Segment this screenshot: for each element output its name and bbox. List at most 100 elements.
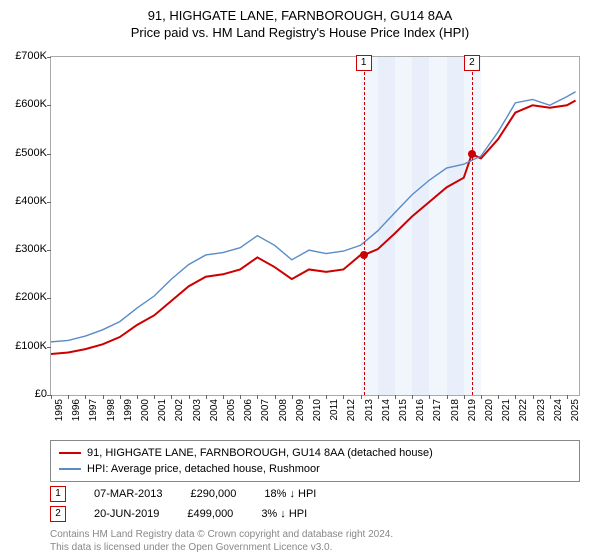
footnote: Contains HM Land Registry data © Crown c… (50, 528, 393, 554)
x-axis-label: 2009 (295, 399, 306, 421)
series-property (51, 100, 576, 354)
y-axis-label: £300K (7, 243, 47, 255)
x-axis-label: 2001 (157, 399, 168, 421)
sale-marker-2: 2 (50, 506, 66, 522)
x-axis-label: 2024 (553, 399, 564, 421)
x-axis-label: 1998 (106, 399, 117, 421)
x-axis-label: 2010 (312, 399, 323, 421)
x-axis-label: 2015 (398, 399, 409, 421)
sale-delta-1: 18% ↓ HPI (264, 488, 316, 500)
x-tick (68, 395, 69, 399)
x-tick (412, 395, 413, 399)
x-axis-label: 1997 (88, 399, 99, 421)
x-tick (464, 395, 465, 399)
x-tick (361, 395, 362, 399)
x-axis-label: 2021 (501, 399, 512, 421)
x-tick (533, 395, 534, 399)
legend-row-hpi: HPI: Average price, detached house, Rush… (59, 461, 571, 477)
sale-date-2: 20-JUN-2019 (94, 508, 159, 520)
chart-container: 91, HIGHGATE LANE, FARNBOROUGH, GU14 8AA… (0, 0, 600, 560)
x-tick (189, 395, 190, 399)
x-tick (292, 395, 293, 399)
x-tick (395, 395, 396, 399)
y-tick (47, 57, 51, 58)
x-tick (343, 395, 344, 399)
y-axis-label: £200K (7, 291, 47, 303)
x-axis-label: 2003 (192, 399, 203, 421)
x-tick (309, 395, 310, 399)
x-tick (550, 395, 551, 399)
x-tick (171, 395, 172, 399)
x-tick (240, 395, 241, 399)
x-tick (275, 395, 276, 399)
x-tick (257, 395, 258, 399)
x-tick (515, 395, 516, 399)
x-axis-label: 1999 (123, 399, 134, 421)
line-canvas (51, 57, 579, 395)
x-tick (378, 395, 379, 399)
y-axis-label: £700K (7, 50, 47, 62)
x-axis-label: 2000 (140, 399, 151, 421)
x-axis-label: 2002 (174, 399, 185, 421)
legend-row-property: 91, HIGHGATE LANE, FARNBOROUGH, GU14 8AA… (59, 445, 571, 461)
x-axis-label: 2023 (536, 399, 547, 421)
x-axis-label: 2012 (346, 399, 357, 421)
x-tick (567, 395, 568, 399)
y-tick (47, 347, 51, 348)
x-axis-label: 2019 (467, 399, 478, 421)
y-tick (47, 105, 51, 106)
x-axis-label: 2014 (381, 399, 392, 421)
x-tick (481, 395, 482, 399)
sale-row-1: 1 07-MAR-2013 £290,000 18% ↓ HPI (50, 486, 316, 502)
sale-marker-box: 1 (356, 55, 372, 71)
y-axis-label: £100K (7, 340, 47, 352)
x-tick (120, 395, 121, 399)
x-tick (154, 395, 155, 399)
x-tick (429, 395, 430, 399)
sale-price-2: £499,000 (187, 508, 233, 520)
sale-dot (360, 251, 368, 259)
x-tick (206, 395, 207, 399)
x-tick (498, 395, 499, 399)
x-tick (51, 395, 52, 399)
x-axis-label: 2020 (484, 399, 495, 421)
y-tick (47, 154, 51, 155)
series-hpi (51, 92, 576, 342)
title-address: 91, HIGHGATE LANE, FARNBOROUGH, GU14 8AA (0, 8, 600, 23)
y-axis-label: £500K (7, 147, 47, 159)
y-axis-label: £600K (7, 98, 47, 110)
y-tick (47, 202, 51, 203)
x-axis-label: 2022 (518, 399, 529, 421)
legend-label-hpi: HPI: Average price, detached house, Rush… (87, 463, 320, 475)
x-axis-label: 1995 (54, 399, 65, 421)
sale-vline (364, 57, 365, 395)
x-axis-label: 2005 (226, 399, 237, 421)
sale-delta-2: 3% ↓ HPI (261, 508, 307, 520)
x-axis-label: 2004 (209, 399, 220, 421)
x-axis-label: 2011 (329, 399, 340, 421)
x-axis-label: 2025 (570, 399, 581, 421)
footnote-line1: Contains HM Land Registry data © Crown c… (50, 528, 393, 541)
sale-marker-1: 1 (50, 486, 66, 502)
sale-date-1: 07-MAR-2013 (94, 488, 162, 500)
sale-row-2: 2 20-JUN-2019 £499,000 3% ↓ HPI (50, 506, 307, 522)
legend-swatch-property (59, 452, 81, 454)
sale-vline (472, 57, 473, 395)
sale-price-1: £290,000 (190, 488, 236, 500)
x-axis-label: 2016 (415, 399, 426, 421)
y-tick (47, 250, 51, 251)
x-axis-label: 2013 (364, 399, 375, 421)
y-axis-label: £400K (7, 195, 47, 207)
x-axis-label: 2006 (243, 399, 254, 421)
legend: 91, HIGHGATE LANE, FARNBOROUGH, GU14 8AA… (50, 440, 580, 482)
x-axis-label: 2007 (260, 399, 271, 421)
x-tick (137, 395, 138, 399)
x-tick (326, 395, 327, 399)
x-tick (223, 395, 224, 399)
legend-label-property: 91, HIGHGATE LANE, FARNBOROUGH, GU14 8AA… (87, 447, 433, 459)
x-axis-label: 2018 (450, 399, 461, 421)
footnote-line2: This data is licensed under the Open Gov… (50, 541, 393, 554)
x-axis-label: 2008 (278, 399, 289, 421)
x-axis-label: 2017 (432, 399, 443, 421)
sale-dot (468, 150, 476, 158)
